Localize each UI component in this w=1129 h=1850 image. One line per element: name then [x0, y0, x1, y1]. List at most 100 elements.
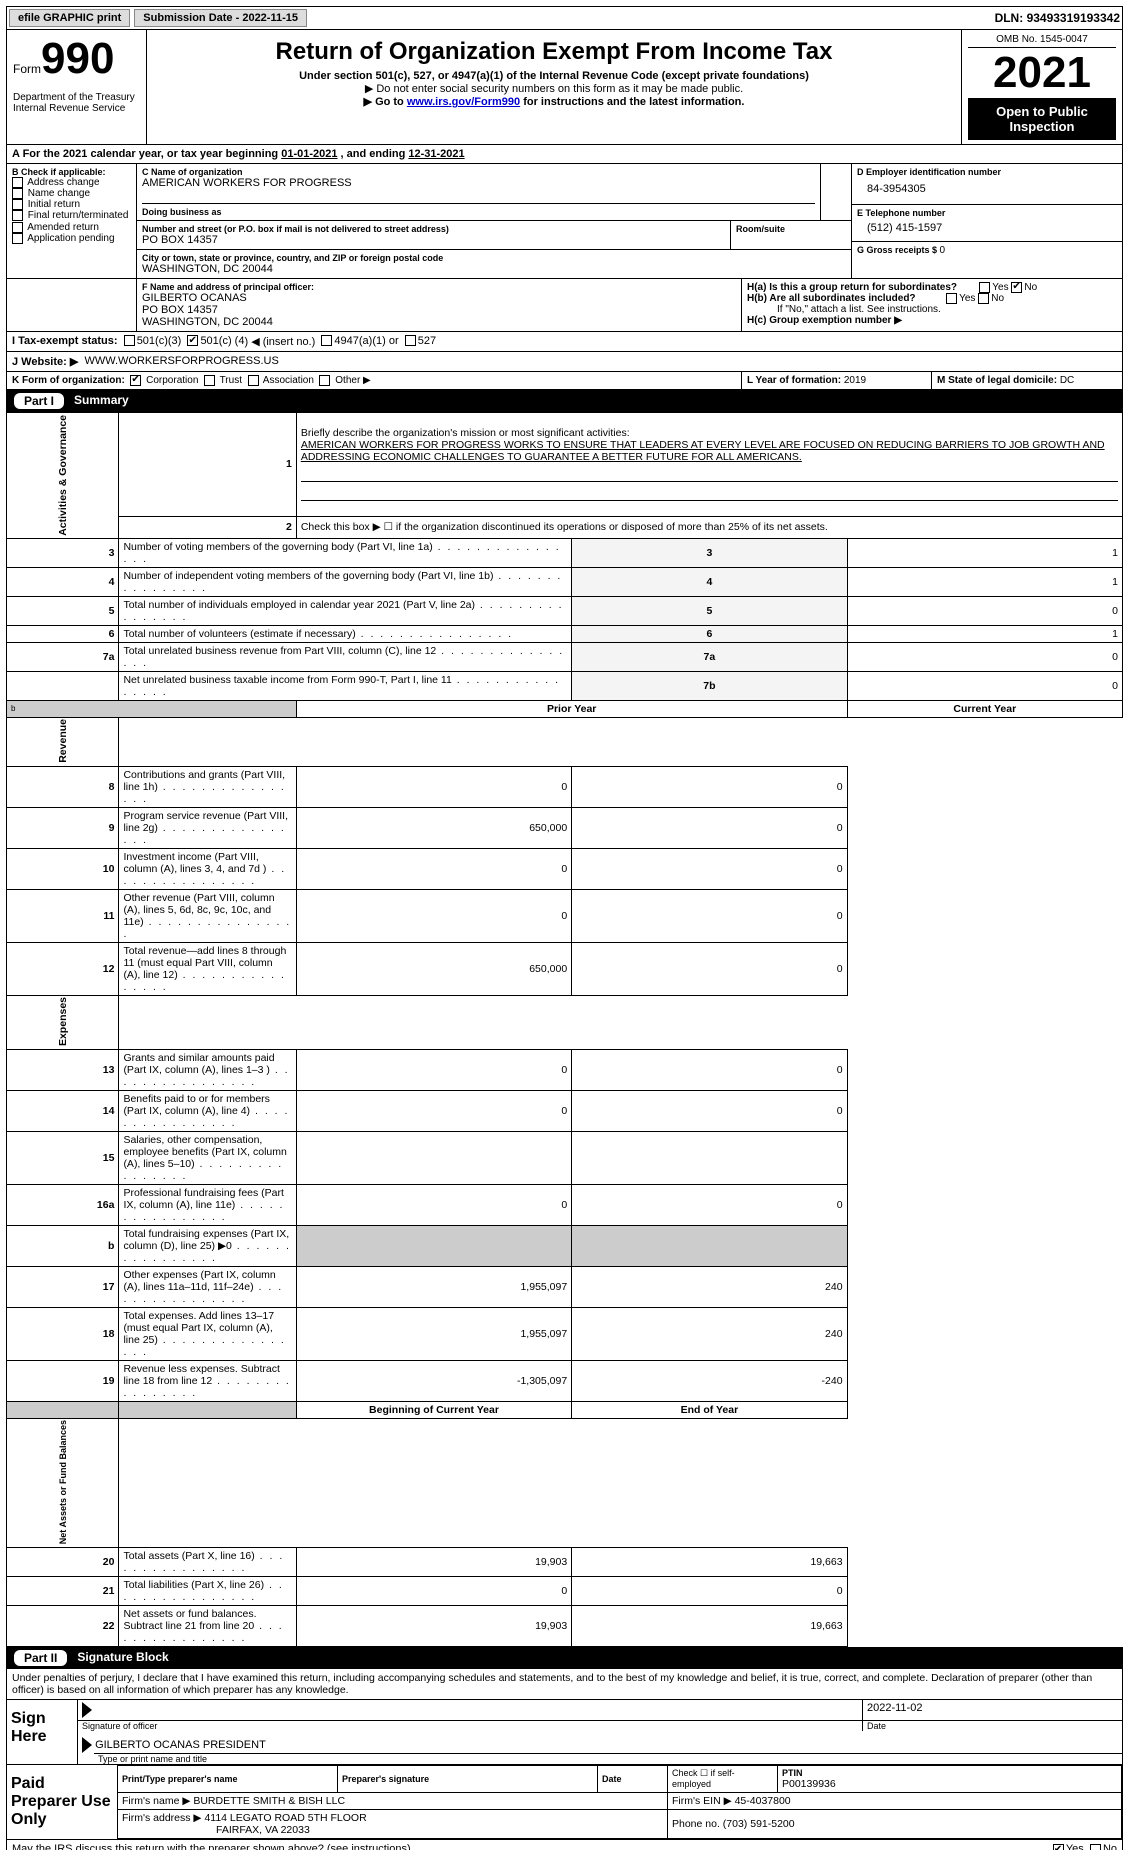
city-lbl: City or town, state or province, country… [142, 253, 846, 263]
hb-note: If "No," attach a list. See instructions… [747, 304, 1117, 315]
summary-row: bTotal fundraising expenses (Part IX, co… [7, 1225, 1123, 1266]
form-number: 990 [41, 34, 114, 83]
ptin-val: P00139936 [782, 1778, 836, 1790]
paid-preparer: Paid Preparer Use Only [7, 1765, 117, 1839]
b-checkbox[interactable] [12, 199, 23, 210]
officer-name: GILBERTO OCANAS [142, 292, 736, 304]
summary-row: 13Grants and similar amounts paid (Part … [7, 1049, 1123, 1090]
sig-date: 2022-11-02 [862, 1700, 1122, 1720]
submission-date: Submission Date - 2022-11-15 [134, 9, 307, 27]
i-501c3-checkbox[interactable] [124, 335, 135, 346]
summary-row: 8Contributions and grants (Part VIII, li… [7, 766, 1123, 807]
b-item: Initial return [12, 199, 131, 210]
org-name: AMERICAN WORKERS FOR PROGRESS [142, 177, 815, 189]
i-501c-checkbox[interactable] [187, 335, 198, 346]
block-klm: K Form of organization: Corporation Trus… [6, 372, 1123, 390]
open-to-public: Open to Public Inspection [968, 98, 1116, 140]
k-other-checkbox[interactable] [319, 375, 330, 386]
b-checkbox[interactable] [12, 177, 23, 188]
arrow-icon [82, 1737, 92, 1753]
summary-row: 12Total revenue—add lines 8 through 11 (… [7, 942, 1123, 995]
topbar: efile GRAPHIC print Submission Date - 20… [6, 6, 1123, 30]
summary-row: 15Salaries, other compensation, employee… [7, 1131, 1123, 1184]
b-checkbox[interactable] [12, 233, 23, 244]
c-name-lbl: C Name of organization [142, 167, 815, 177]
d-lbl: D Employer identification number [857, 167, 1117, 177]
summary-row: 10Investment income (Part VIII, column (… [7, 848, 1123, 889]
officer-addr1: PO BOX 14357 [142, 304, 736, 316]
street-val: PO BOX 14357 [142, 234, 725, 246]
i-4947-checkbox[interactable] [321, 335, 332, 346]
form-subtitle: Under section 501(c), 527, or 4947(a)(1)… [153, 70, 955, 82]
block-bcdefgh: B Check if applicable: Address change Na… [6, 164, 1123, 279]
ha-yes-checkbox[interactable] [979, 282, 990, 293]
officer-addr2: WASHINGTON, DC 20044 [142, 316, 736, 328]
summary-row: 14Benefits paid to or for members (Part … [7, 1090, 1123, 1131]
hb-no-checkbox[interactable] [978, 293, 989, 304]
ha-row: H(a) Is this a group return for subordin… [747, 282, 1117, 293]
summary-row: 21Total liabilities (Part X, line 26)00 [7, 1576, 1123, 1605]
i-527-checkbox[interactable] [405, 335, 416, 346]
discuss-yes-checkbox[interactable] [1053, 1844, 1064, 1850]
summary-table: Activities & Governance 1 Briefly descri… [6, 412, 1123, 1647]
b-checkbox[interactable] [12, 222, 23, 233]
firm-addr1: 4114 LEGATO ROAD 5TH FLOOR [204, 1812, 366, 1824]
part2-header: Part IISignature Block [6, 1647, 1123, 1669]
discuss-no-checkbox[interactable] [1090, 1844, 1101, 1850]
summary-row: 3Number of voting members of the governi… [7, 538, 1123, 567]
paid-preparer-block: Paid Preparer Use Only Print/Type prepar… [6, 1765, 1123, 1840]
street-lbl: Number and street (or P.O. box if mail i… [142, 224, 725, 234]
k-trust-checkbox[interactable] [204, 375, 215, 386]
form-note2: ▶ Go to www.irs.gov/Form990 for instruct… [153, 95, 955, 108]
form-title: Return of Organization Exempt From Incom… [153, 38, 955, 66]
side-netassets: Net Assets or Fund Balances [7, 1418, 119, 1547]
firm-ein: 45-4037800 [735, 1795, 791, 1807]
ein-val: 84-3954305 [857, 177, 1117, 201]
summary-row: 16aProfessional fundraising fees (Part I… [7, 1184, 1123, 1225]
selfemp: Check ☐ if self-employed [668, 1765, 778, 1792]
form-label: Form [13, 62, 41, 76]
q2: Check this box ▶ ☐ if the organization d… [296, 516, 1122, 538]
ha-no-checkbox[interactable] [1011, 282, 1022, 293]
summary-row: 6Total number of volunteers (estimate if… [7, 625, 1123, 642]
domicile-state: DC [1060, 375, 1074, 386]
hb-yes-checkbox[interactable] [946, 293, 957, 304]
summary-row: 5Total number of individuals employed in… [7, 596, 1123, 625]
room-lbl: Room/suite [731, 221, 821, 249]
omb-number: OMB No. 1545-0047 [968, 34, 1116, 48]
irs-link[interactable]: www.irs.gov/Form990 [407, 96, 520, 108]
b-checkbox[interactable] [12, 188, 23, 199]
f-lbl: F Name and address of principal officer: [142, 282, 736, 292]
website-val: WWW.WORKERSFORPROGRESS.US [84, 355, 278, 368]
discuss-row: May the IRS discuss this return with the… [6, 1840, 1123, 1850]
dba-lbl: Doing business as [142, 203, 815, 217]
officer-sub: Type or print name and title [94, 1753, 1122, 1764]
period-row: A For the 2021 calendar year, or tax yea… [6, 145, 1123, 164]
phone-val: (512) 415-1597 [857, 218, 1117, 238]
date-lbl: Date [862, 1721, 1122, 1731]
hc-row: H(c) Group exemption number ▶ [747, 315, 1117, 326]
summary-row: 11Other revenue (Part VIII, column (A), … [7, 889, 1123, 942]
summary-row: 17Other expenses (Part IX, column (A), l… [7, 1266, 1123, 1307]
e-lbl: E Telephone number [857, 208, 1117, 218]
q1: Briefly describe the organization's miss… [301, 427, 630, 439]
b-item: Amended return [12, 222, 131, 233]
arrow-icon [82, 1702, 92, 1718]
b-checkbox[interactable] [12, 210, 23, 221]
summary-row: 19Revenue less expenses. Subtract line 1… [7, 1360, 1123, 1401]
efile-button[interactable]: efile GRAPHIC print [9, 9, 130, 27]
summary-row: 4Number of independent voting members of… [7, 567, 1123, 596]
signature-block: Sign Here 2022-11-02 Signature of office… [6, 1700, 1123, 1765]
part1-header: Part ISummary [6, 390, 1123, 412]
summary-row: 22Net assets or fund balances. Subtract … [7, 1605, 1123, 1646]
b-item: Application pending [12, 233, 131, 244]
block-i: I Tax-exempt status: 501(c)(3) 501(c) ( … [6, 332, 1123, 352]
declaration: Under penalties of perjury, I declare th… [6, 1669, 1123, 1700]
dln: DLN: 93493319193342 [995, 11, 1120, 25]
side-revenue: Revenue [7, 717, 119, 766]
summary-row: 20Total assets (Part X, line 16)19,90319… [7, 1547, 1123, 1576]
k-assoc-checkbox[interactable] [248, 375, 259, 386]
hb-row: H(b) Are all subordinates included? Yes … [747, 293, 1117, 304]
k-corp-checkbox[interactable] [130, 375, 141, 386]
b-item: Final return/terminated [12, 210, 131, 221]
